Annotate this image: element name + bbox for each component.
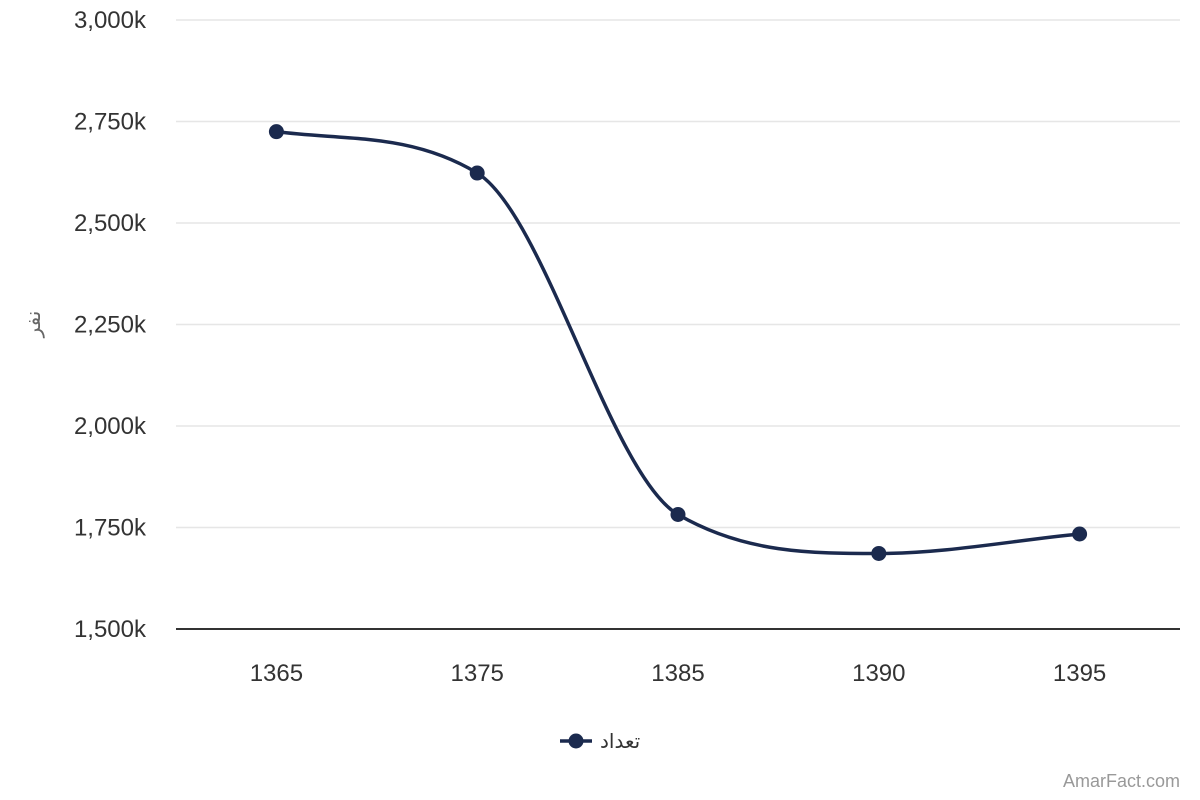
data-point[interactable] xyxy=(469,165,485,181)
x-tick-label: 1385 xyxy=(651,660,704,687)
y-tick-label: 2,250k xyxy=(74,312,147,339)
x-tick-label: 1395 xyxy=(1053,660,1106,687)
series-layer xyxy=(268,124,1088,561)
data-point[interactable] xyxy=(1072,526,1088,542)
y-axis-label: نفر xyxy=(21,311,45,339)
legend[interactable]: تعداد xyxy=(560,729,640,753)
data-point[interactable] xyxy=(871,545,887,561)
y-tick-label: 3,000k xyxy=(74,7,147,34)
y-tick-label: 2,500k xyxy=(74,210,147,237)
y-axis-ticks: 1,500k 1,750k 2,000k 2,250k 2,500k 2,750k 3,00… xyxy=(74,7,147,643)
data-point[interactable] xyxy=(670,507,686,523)
legend-point-marker xyxy=(568,733,584,749)
data-point[interactable] xyxy=(268,124,284,140)
credit-text[interactable]: AmarFact.com xyxy=(1062,771,1180,791)
y-tick-label: 2,750k xyxy=(74,109,147,136)
x-tick-label: 1365 xyxy=(250,660,303,687)
x-tick-label: 1390 xyxy=(852,660,905,687)
series-line xyxy=(276,129,1080,556)
y-tick-label: 1,500k xyxy=(74,616,147,643)
legend-label: تعداد xyxy=(600,729,640,753)
y-tick-label: 2,000k xyxy=(74,413,147,440)
x-axis-ticks: 1365 1375 1385 1390 1395 xyxy=(250,660,1107,687)
x-tick-label: 1375 xyxy=(451,660,504,687)
y-tick-label: 1,750k xyxy=(74,515,147,542)
grid-layer xyxy=(176,19,1180,529)
